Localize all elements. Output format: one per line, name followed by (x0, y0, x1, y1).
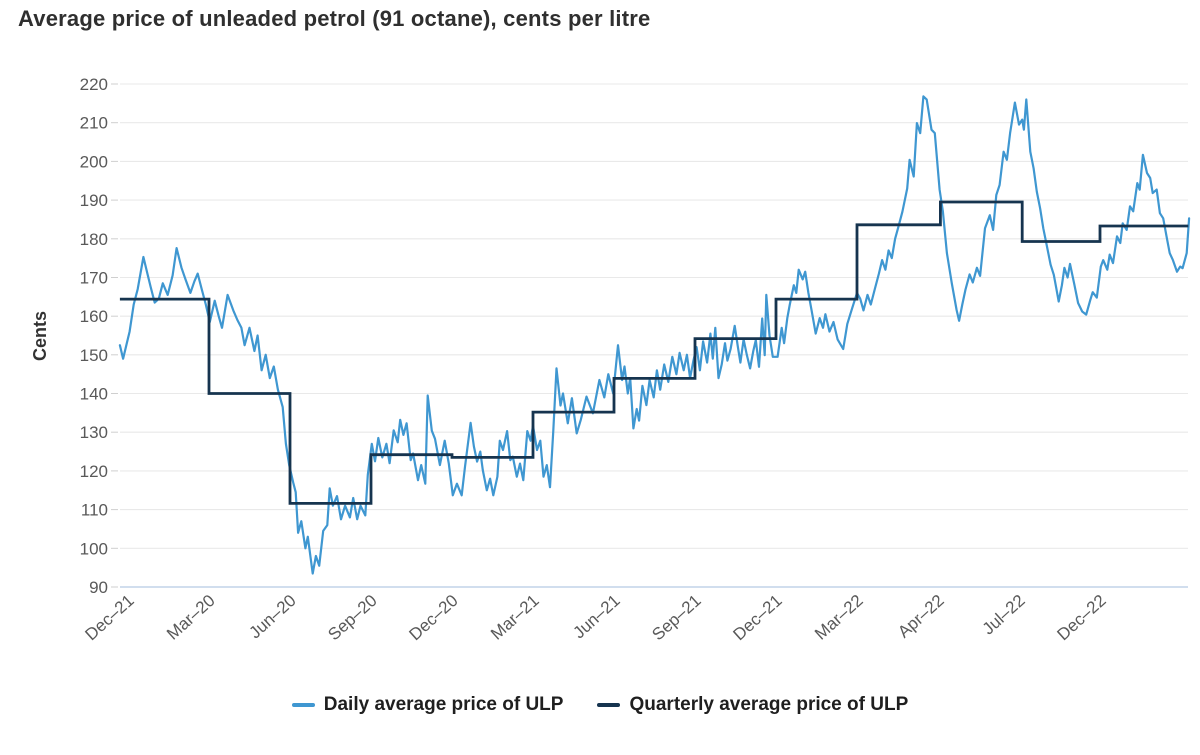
price-chart: 90 100 110 120 130 140 150 160 170 180 190 200 210 22… (30, 75, 1191, 644)
x-tick-label: Jun–20 (246, 591, 300, 642)
y-tick-label: 140 (80, 385, 108, 404)
legend-item-quarterly[interactable]: Quarterly average price of ULP (597, 694, 908, 716)
x-tick-label: Dec–20 (405, 591, 461, 644)
legend-label-daily: Daily average price of ULP (323, 694, 564, 715)
y-tick-label: 130 (80, 423, 108, 442)
y-tick-label: 220 (80, 75, 108, 94)
legend-item-daily[interactable]: Daily average price of ULP (291, 694, 564, 716)
x-tick-label: Jun–21 (570, 591, 624, 642)
y-tick-label: 180 (80, 230, 108, 249)
y-tick-label: 160 (80, 307, 108, 326)
x-tick-label: Mar–22 (811, 591, 867, 644)
x-tick-label: Dec–22 (1053, 591, 1109, 644)
x-tick-label: Mar–20 (163, 591, 219, 644)
x-tick-label: Jul–22 (979, 591, 1029, 639)
daily-price-line (118, 95, 1191, 575)
y-tick-label: 170 (80, 269, 108, 288)
y-tick-label: 150 (80, 346, 108, 365)
y-tick-label: 190 (80, 191, 108, 210)
quarterly-average-line (119, 200, 1189, 505)
y-tick-label: 90 (89, 578, 108, 597)
y-tick-label: 110 (81, 501, 108, 520)
daily-line-swatch (291, 703, 315, 707)
y-axis-title: Cents (30, 311, 50, 361)
x-tick-label: Sep–20 (324, 591, 380, 644)
x-tick-label: Dec–21 (729, 591, 785, 644)
chart-title: Average price of unleaded petrol (91 oct… (18, 6, 651, 31)
y-tick-label: 200 (80, 152, 108, 171)
quarterly-line-swatch (597, 703, 621, 707)
chart-legend: Daily average price of ULP Quarterly ave… (0, 694, 1200, 716)
y-tick-label: 120 (80, 462, 108, 481)
legend-label-quarterly: Quarterly average price of ULP (629, 694, 909, 715)
x-tick-label: Dec–21 (81, 591, 137, 644)
y-tick-label: 210 (80, 114, 108, 133)
x-tick-label: Apr–22 (894, 591, 947, 642)
x-tick-label: Sep–21 (648, 591, 704, 644)
x-tick-label: Mar–21 (487, 591, 543, 644)
y-tick-label: 100 (80, 539, 108, 558)
